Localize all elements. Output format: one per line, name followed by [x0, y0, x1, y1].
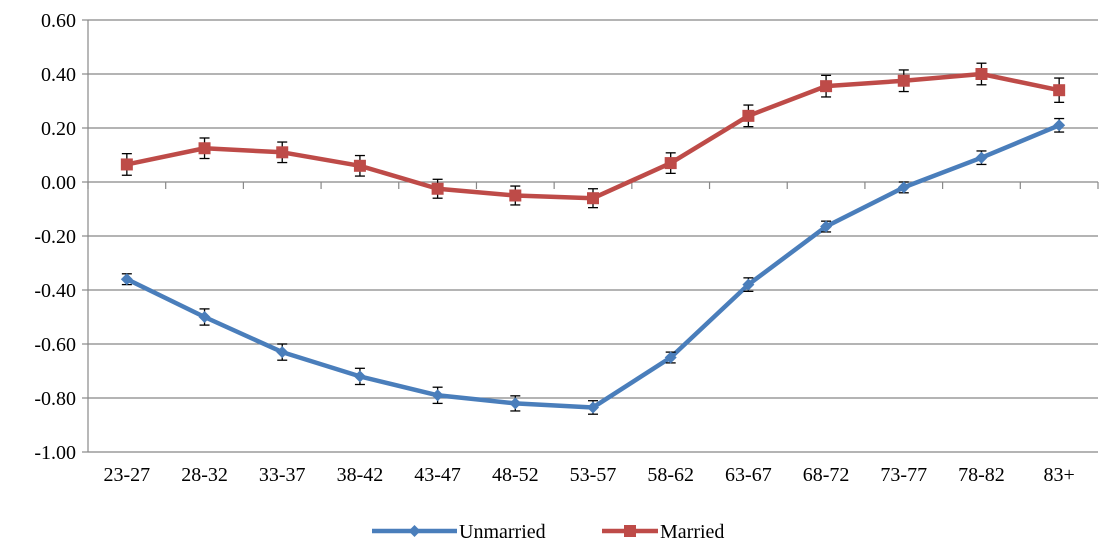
legend-swatch-marker [624, 525, 636, 537]
data-point [742, 109, 755, 122]
legend-swatch-marker [408, 525, 421, 537]
data-point [353, 370, 366, 383]
data-point [975, 68, 988, 80]
y-tick-label: 0.20 [41, 118, 76, 140]
data-point [509, 397, 522, 410]
data-point [664, 351, 677, 364]
axes [82, 19, 1099, 453]
data-point [664, 157, 677, 170]
series-line [125, 123, 1061, 410]
data-point [820, 80, 833, 93]
data-point [120, 158, 133, 171]
y-tick-labels: 0.60 0.40 0.20 0.00 -0.20 -0.40 -0.60 -0.80 -1.0… [34, 10, 76, 464]
y-tick-label: -0.60 [34, 334, 76, 356]
data-point [198, 311, 211, 323]
x-tick-label: 33-37 [259, 464, 306, 486]
y-tick-label: -0.40 [34, 280, 76, 302]
x-tick-label: 73-77 [880, 464, 927, 486]
data-point [820, 220, 833, 233]
data-point [975, 151, 988, 164]
x-tick-label: 48-52 [492, 464, 539, 486]
x-tick-label: 28-32 [181, 464, 228, 486]
data-point [276, 146, 289, 159]
data-point [587, 401, 599, 414]
x-tick-label: 68-72 [803, 464, 850, 486]
legend-label: Married [660, 521, 724, 543]
data-point [587, 192, 599, 205]
data-point [509, 189, 522, 202]
legend-item-unmarried: Unmarried [372, 521, 546, 543]
y-tick-label: -1.00 [34, 442, 76, 464]
series-unmarried [120, 117, 1066, 415]
legend-label: Unmarried [459, 521, 546, 543]
y-tick-label: -0.20 [34, 226, 76, 248]
x-tick-labels: 23-27 28-32 33-37 38-42 43-47 48-52 53-57 58-62… [104, 464, 1075, 486]
data-point [431, 389, 444, 402]
legend-item-married: Married [602, 521, 724, 543]
x-tick-label: 23-27 [104, 464, 151, 486]
y-tick-label: -0.80 [34, 388, 76, 410]
data-point [1053, 119, 1066, 132]
y-tick-label: 0.60 [41, 10, 76, 32]
x-tick-label: 83+ [1044, 464, 1075, 486]
data-point [120, 273, 133, 286]
x-tick-label: 38-42 [337, 464, 384, 486]
x-tick-label: 78-82 [958, 464, 1005, 486]
x-tick-label: 53-57 [570, 464, 617, 486]
data-point [198, 142, 211, 155]
x-tick-label: 58-62 [647, 464, 694, 486]
gridlines [88, 19, 1098, 453]
data-point [742, 278, 755, 291]
x-tick-label: 63-67 [725, 464, 772, 486]
y-tick-label: 0.40 [41, 64, 76, 86]
data-point [897, 74, 910, 87]
data-point [897, 181, 910, 194]
x-tick-label: 43-47 [414, 464, 461, 486]
data-point [431, 182, 444, 195]
y-tick-label: 0.00 [41, 172, 76, 194]
data-point [276, 346, 289, 359]
data-point [1053, 84, 1066, 97]
series-married [120, 62, 1066, 209]
legend: Unmarried Married [372, 521, 724, 543]
data-point [353, 159, 366, 172]
series [120, 62, 1066, 415]
